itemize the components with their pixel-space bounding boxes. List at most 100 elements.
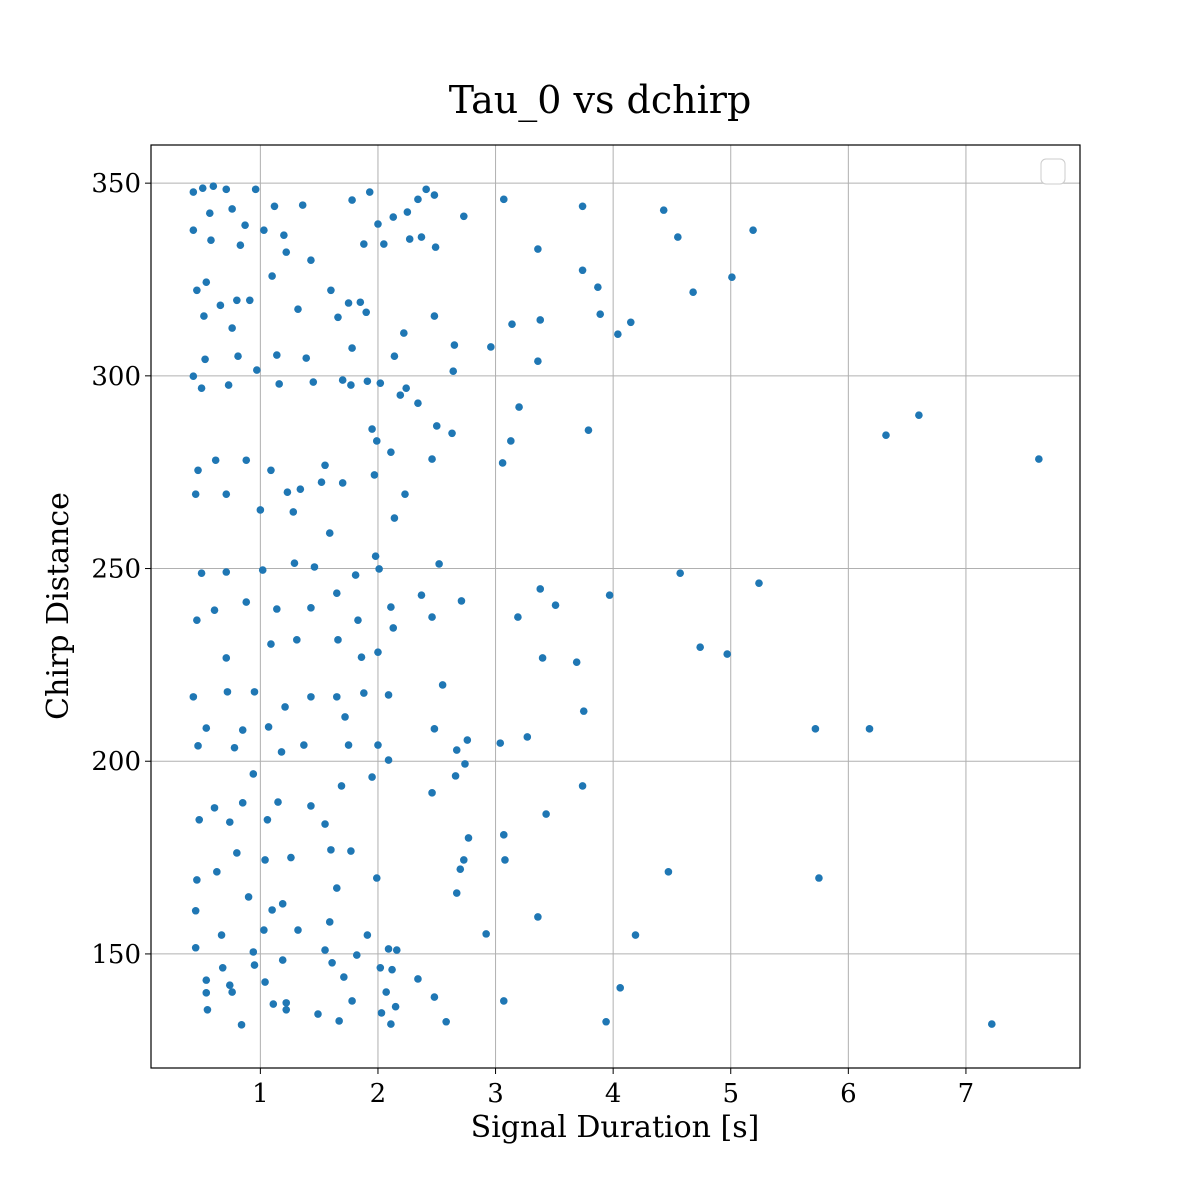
point	[428, 455, 436, 463]
point	[294, 305, 302, 313]
point	[209, 182, 218, 191]
point	[264, 723, 273, 731]
point	[605, 591, 614, 599]
point	[260, 926, 268, 934]
point	[578, 202, 587, 211]
point	[430, 312, 439, 320]
point	[310, 563, 319, 571]
point	[602, 1017, 610, 1026]
point	[405, 235, 414, 243]
point	[431, 243, 440, 251]
point	[387, 603, 395, 611]
point	[584, 426, 593, 434]
point	[578, 782, 587, 790]
point	[915, 411, 923, 419]
point	[296, 485, 305, 493]
point	[442, 1017, 450, 1026]
point	[307, 802, 315, 810]
point	[674, 233, 682, 241]
point	[280, 231, 288, 239]
point	[338, 376, 347, 384]
point	[189, 188, 198, 196]
point	[213, 868, 221, 876]
point	[189, 372, 198, 381]
point	[422, 185, 430, 194]
point	[988, 1020, 996, 1028]
point	[191, 943, 200, 952]
point	[302, 354, 311, 362]
point	[387, 448, 395, 456]
point	[225, 981, 234, 989]
point	[579, 707, 588, 715]
point	[508, 320, 516, 329]
point	[499, 831, 508, 839]
point	[202, 976, 211, 984]
point	[191, 490, 200, 498]
point	[389, 213, 398, 221]
x-tick-label: 2	[370, 1079, 387, 1109]
point	[228, 324, 236, 332]
point	[396, 391, 405, 399]
point	[363, 931, 372, 939]
point	[351, 571, 360, 579]
point	[200, 312, 208, 320]
point	[390, 352, 399, 360]
point	[498, 459, 507, 467]
point	[197, 384, 206, 392]
point	[340, 973, 348, 981]
point	[430, 993, 439, 1001]
point	[256, 506, 265, 514]
point	[403, 208, 412, 216]
point	[333, 693, 341, 701]
point	[631, 931, 640, 939]
point	[815, 874, 823, 882]
y-axis-label: Chirp Distance	[41, 492, 76, 720]
point	[269, 1000, 278, 1008]
point	[334, 636, 342, 644]
point	[430, 191, 439, 199]
point	[374, 220, 382, 228]
point	[191, 906, 200, 915]
point	[234, 352, 242, 360]
point	[594, 283, 602, 292]
point	[428, 613, 436, 621]
point	[189, 226, 198, 234]
point	[211, 456, 220, 465]
point	[449, 367, 458, 376]
point	[755, 579, 763, 587]
point	[451, 772, 460, 780]
point	[238, 799, 247, 807]
point	[430, 725, 439, 733]
point	[551, 601, 560, 609]
point	[307, 604, 315, 612]
point	[432, 422, 441, 430]
point	[309, 378, 318, 386]
point	[596, 310, 605, 318]
point	[202, 724, 211, 732]
point	[249, 948, 258, 956]
point	[228, 205, 236, 213]
point	[380, 240, 388, 248]
point	[578, 266, 587, 275]
x-axis-label: Signal Duration [s]	[471, 1110, 760, 1145]
point	[749, 226, 757, 234]
point	[391, 1002, 400, 1011]
point	[536, 585, 545, 593]
point	[414, 975, 422, 983]
point	[202, 278, 211, 286]
point	[242, 598, 251, 606]
point	[198, 184, 207, 192]
point	[501, 856, 509, 864]
point	[534, 245, 542, 253]
point	[268, 906, 276, 914]
point	[334, 313, 342, 322]
x-tick-label: 5	[722, 1079, 739, 1109]
point	[275, 380, 283, 388]
point	[376, 379, 385, 387]
point	[210, 606, 219, 614]
point	[327, 286, 335, 295]
point	[452, 746, 461, 754]
point	[452, 889, 461, 897]
point	[268, 272, 276, 280]
point	[242, 456, 251, 465]
